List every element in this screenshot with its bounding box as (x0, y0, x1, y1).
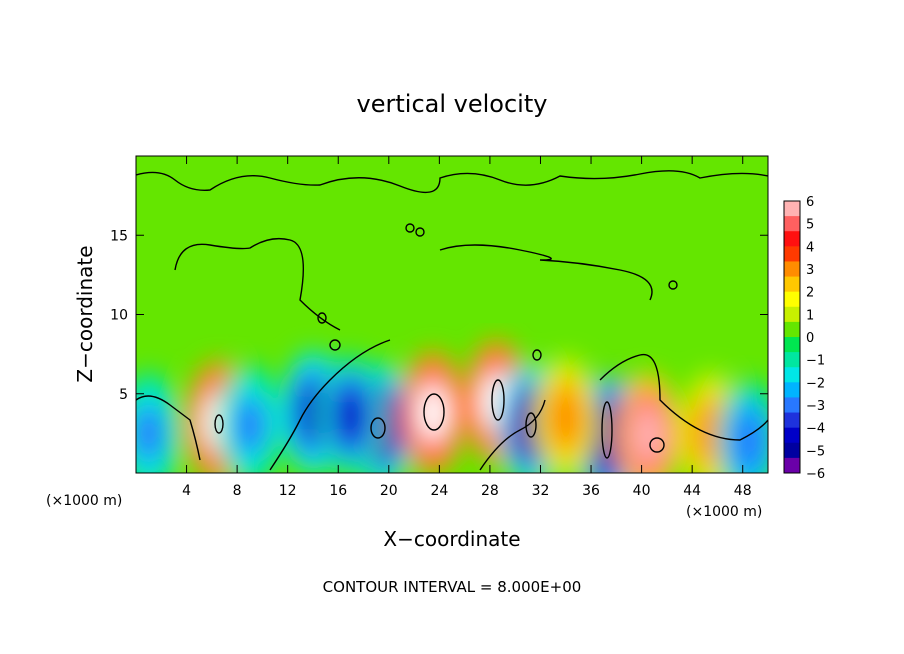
x-tick-label: 12 (279, 483, 297, 499)
colorbar-swatch (784, 412, 800, 429)
contour-line (479, 399, 546, 471)
x-unit-left: (×1000 m) (46, 493, 122, 509)
colorbar-tick-label: 0 (806, 331, 814, 346)
colorbar-swatch (784, 246, 800, 262)
contour-ring (415, 227, 425, 237)
plot-area (136, 156, 768, 473)
colorbar-swatch (784, 382, 800, 398)
colorbar-tick-label: 2 (806, 286, 814, 301)
x-tick-label: 32 (532, 483, 550, 499)
x-tick-label: 28 (481, 483, 499, 499)
velocity-cell (136, 404, 164, 463)
velocity-cell (234, 396, 266, 455)
colorbar-swatch (784, 442, 800, 459)
colorbar-tick-label: 6 (806, 195, 814, 210)
colorbar-swatch (784, 352, 800, 368)
colorbar-tick-label: 1 (806, 308, 814, 323)
colorbar-frame (783, 200, 801, 474)
contour-ring (317, 312, 327, 324)
colorbar-tick-label: −5 (806, 444, 825, 459)
colorbar-tick-label: −3 (806, 399, 825, 414)
contour-line (136, 170, 768, 194)
y-axis-ticks: 5 10 15 (110, 228, 768, 403)
contour-ring (491, 379, 505, 421)
colorbar-swatch (784, 231, 800, 247)
colorbar-tick-label: −2 (806, 376, 825, 391)
colorbar-swatch (784, 276, 800, 293)
x-axis-ticks: 4 8 12 16 20 24 28 32 36 40 44 48 (182, 156, 752, 499)
x-tick-label: 16 (329, 483, 347, 499)
contour-ring (370, 417, 386, 439)
colorbar-swatch (784, 397, 800, 414)
x-tick-label: 36 (582, 483, 600, 499)
y-tick-label: 10 (110, 308, 128, 324)
colorbar-tick-label: 3 (806, 263, 814, 278)
contour-interval-note: CONTOUR INTERVAL = 8.000E+00 (323, 578, 582, 596)
velocity-cell (550, 388, 582, 447)
contour-line (269, 339, 391, 471)
colorbar-tick-label: −4 (806, 422, 825, 437)
colorbar-swatch (784, 291, 800, 308)
y-tick-label: 15 (110, 228, 128, 244)
velocity-cell (335, 387, 367, 445)
x-unit-right: (×1000 m) (686, 504, 762, 520)
colorbar-swatch (784, 337, 800, 353)
contour-ring (668, 280, 678, 290)
colorbar-swatch (784, 321, 800, 338)
contour-ring (649, 437, 665, 453)
colorbar: 6 5 4 3 2 1 0 −1 −2 −3 −4 −5 −6 (783, 195, 825, 482)
velocity-cell (632, 406, 664, 464)
contour-ring (329, 339, 341, 351)
x-axis-label: X−coordinate (383, 527, 520, 551)
y-tick-label: 5 (119, 387, 128, 403)
colorbar-swatch (784, 306, 800, 323)
colorbar-swatch (784, 216, 800, 232)
contour-line (136, 395, 201, 461)
x-tick-label: 8 (233, 483, 242, 499)
velocity-field (136, 339, 768, 473)
x-tick-label: 40 (633, 483, 651, 499)
colorbar-swatch (784, 457, 800, 474)
colorbar-swatch (784, 367, 800, 383)
contour-ring (525, 412, 537, 438)
zero-contour-lines (136, 170, 768, 471)
y-axis-label: Z−coordinate (73, 245, 97, 382)
contour-line (174, 237, 341, 331)
x-tick-label: 4 (182, 483, 191, 499)
colorbar-tick-label: 4 (806, 240, 814, 255)
contour-ring (532, 349, 542, 361)
colorbar-swatch (784, 261, 800, 278)
velocity-cell (733, 412, 765, 471)
contour-line (599, 353, 768, 441)
colorbar-tick-label: 5 (806, 218, 814, 233)
x-tick-label: 44 (683, 483, 701, 499)
colorbar-swatch (784, 427, 800, 444)
contour-ring (423, 393, 445, 431)
x-tick-label: 24 (430, 483, 448, 499)
colorbar-tick-label: −6 (806, 467, 825, 482)
contour-ring (214, 414, 224, 434)
contour-ring (601, 401, 613, 459)
x-tick-label: 48 (734, 483, 752, 499)
contour-ring (405, 223, 415, 233)
chart-title: vertical velocity (357, 90, 548, 118)
contour-line (439, 244, 653, 301)
colorbar-tick-label: −1 (806, 354, 825, 369)
colorbar-swatch (784, 201, 800, 217)
x-tick-label: 20 (380, 483, 398, 499)
